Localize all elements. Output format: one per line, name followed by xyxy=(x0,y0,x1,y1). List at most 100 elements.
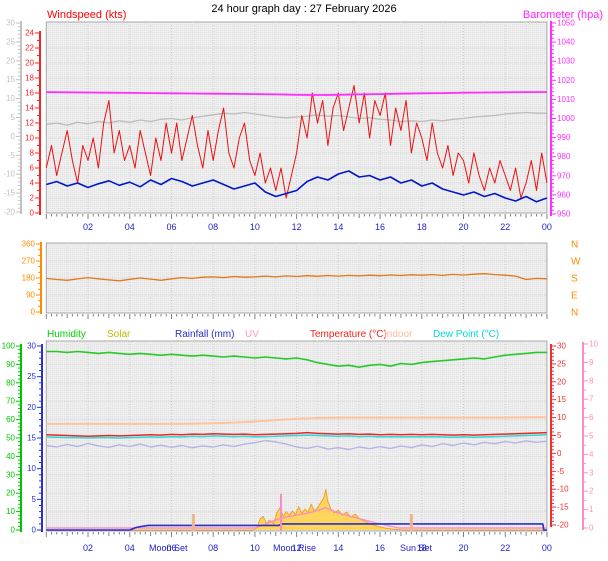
axis-label: 1050 xyxy=(557,19,575,28)
hour-label: 08 xyxy=(208,222,218,232)
hour-label: 14 xyxy=(333,222,343,232)
axis-label: 180 xyxy=(22,274,36,283)
axis-label: 3 xyxy=(589,468,594,477)
hour-label: 02 xyxy=(83,222,93,232)
panel-wind-barometer: -20-15-10-505101520253002468101214161820… xyxy=(3,19,575,233)
legend-item-temperature-c: Temperature (°C) xyxy=(310,329,387,340)
axis-label: 8 xyxy=(30,149,35,158)
hour-label: 20 xyxy=(458,543,468,553)
hour-label: 18 xyxy=(417,543,427,553)
axis-blue: 0 5 10 15 20 25 30 xyxy=(27,342,43,535)
axis-label: 0 xyxy=(30,209,35,218)
compass-letter: N xyxy=(571,308,578,319)
axis-label: 360 xyxy=(22,240,36,249)
series-wind-chill xyxy=(46,439,547,451)
axis-label: 5 xyxy=(589,432,594,441)
windspeed-axis-title: Windspeed (kts) xyxy=(47,9,127,21)
axis-label: 70 xyxy=(6,397,15,406)
barometer-axis-title: Barometer (hpa) xyxy=(522,9,603,21)
axis-label: -10 xyxy=(557,485,569,494)
legend-item-rainfall-mm: Rainfall (mm) xyxy=(175,329,235,340)
axis-label: 18 xyxy=(25,74,34,83)
axis-label: 15 xyxy=(27,434,36,443)
series-wind-gust xyxy=(45,85,548,199)
axis-label: 100 xyxy=(2,342,16,351)
axis-label: 9 xyxy=(589,358,594,367)
axis-label: 1020 xyxy=(557,76,575,85)
event-label-sun-set: Sun Set xyxy=(400,543,433,553)
axis-label: 2 xyxy=(589,487,594,496)
axis-label: 15 xyxy=(6,75,15,84)
axis-label: 7 xyxy=(589,395,594,404)
series-indoor xyxy=(46,416,547,425)
hour-label: 06 xyxy=(166,543,176,553)
series-humidity xyxy=(46,350,547,369)
legend-item-humidity: Humidity xyxy=(47,329,86,340)
axis-label: 20 xyxy=(6,489,15,498)
compass-letter: E xyxy=(571,291,578,302)
hour-label: 10 xyxy=(250,543,260,553)
axis-label: 25 xyxy=(557,359,566,368)
hour-label: 20 xyxy=(458,222,468,232)
event-label-moon-rise: Moon Rise xyxy=(273,543,316,553)
hour-label: 10 xyxy=(250,222,260,232)
axis-label: 20 xyxy=(25,59,34,68)
axis-label: 4 xyxy=(589,450,594,459)
axis-gray: -20 -15 -10 -5 0 5 10 15 20 25 30 xyxy=(3,19,22,217)
axis-label: 10 xyxy=(25,134,34,143)
series-gray-line xyxy=(46,111,547,126)
compass-letter: S xyxy=(571,274,578,285)
axis-label: 20 xyxy=(557,377,566,386)
axis-label: -5 xyxy=(8,151,16,160)
axis-label: -5 xyxy=(557,467,565,476)
axis-label: 20 xyxy=(6,56,15,65)
hour-label: 08 xyxy=(208,543,218,553)
axis-label: 960 xyxy=(557,190,571,199)
axis-label: -15 xyxy=(557,503,569,512)
hour-label: 00 xyxy=(542,222,552,232)
axis-label: 6 xyxy=(589,413,594,422)
axis-label: 12 xyxy=(25,119,34,128)
hour-label: 06 xyxy=(166,222,176,232)
hour-label: 04 xyxy=(125,543,135,553)
axis-label: -15 xyxy=(3,189,15,198)
axis-label: 5 xyxy=(557,431,562,440)
axis-label: 16 xyxy=(25,89,34,98)
axis-label: 1030 xyxy=(557,57,575,66)
series-barometer xyxy=(46,91,547,96)
axis-label: -10 xyxy=(3,170,15,179)
series-dew-point xyxy=(46,434,547,439)
axis-label: 90 xyxy=(6,360,15,369)
axis-hum: 0 10 20 30 40 50 60 70 80 90 100 xyxy=(2,342,22,535)
legend-item-indoor: Indoor xyxy=(384,329,413,340)
hour-label: 04 xyxy=(125,222,135,232)
axis-label: 6 xyxy=(30,164,35,173)
panel-temp-humidity-rain: 0102030405060708090100051015202530-20-15… xyxy=(2,340,599,554)
axis-label: 25 xyxy=(6,37,15,46)
axis-label: 25 xyxy=(27,372,36,381)
axis-label: 1000 xyxy=(557,114,575,123)
axis-label: 0 xyxy=(31,308,36,317)
axis-label: 1040 xyxy=(557,38,575,47)
axis-label: 10 xyxy=(557,413,566,422)
hour-label: 22 xyxy=(500,222,510,232)
axis-label: 14 xyxy=(25,104,34,113)
axis-label: 950 xyxy=(557,210,571,219)
axis-label: 30 xyxy=(27,342,36,351)
axis-label: 10 xyxy=(589,340,598,349)
axis-label: 30 xyxy=(6,19,15,28)
axis-label: 0 xyxy=(32,526,37,535)
hour-label: 16 xyxy=(375,222,385,232)
axis-baro: 950 960 970 980 990 1000 1010 1020 1030 1040 1050 xyxy=(550,19,575,219)
axis-uv: 0 1 2 3 4 5 6 7 8 9 10 xyxy=(582,340,598,533)
axis-label: 2 xyxy=(30,194,35,203)
axis-label: 0 xyxy=(589,524,594,533)
axis-label: 22 xyxy=(25,44,34,53)
axis-label: 15 xyxy=(557,395,566,404)
axis-label: 10 xyxy=(27,464,36,473)
series-wind-average xyxy=(46,170,548,203)
axis-label: 1 xyxy=(589,505,594,514)
axis-label: -20 xyxy=(3,208,15,217)
